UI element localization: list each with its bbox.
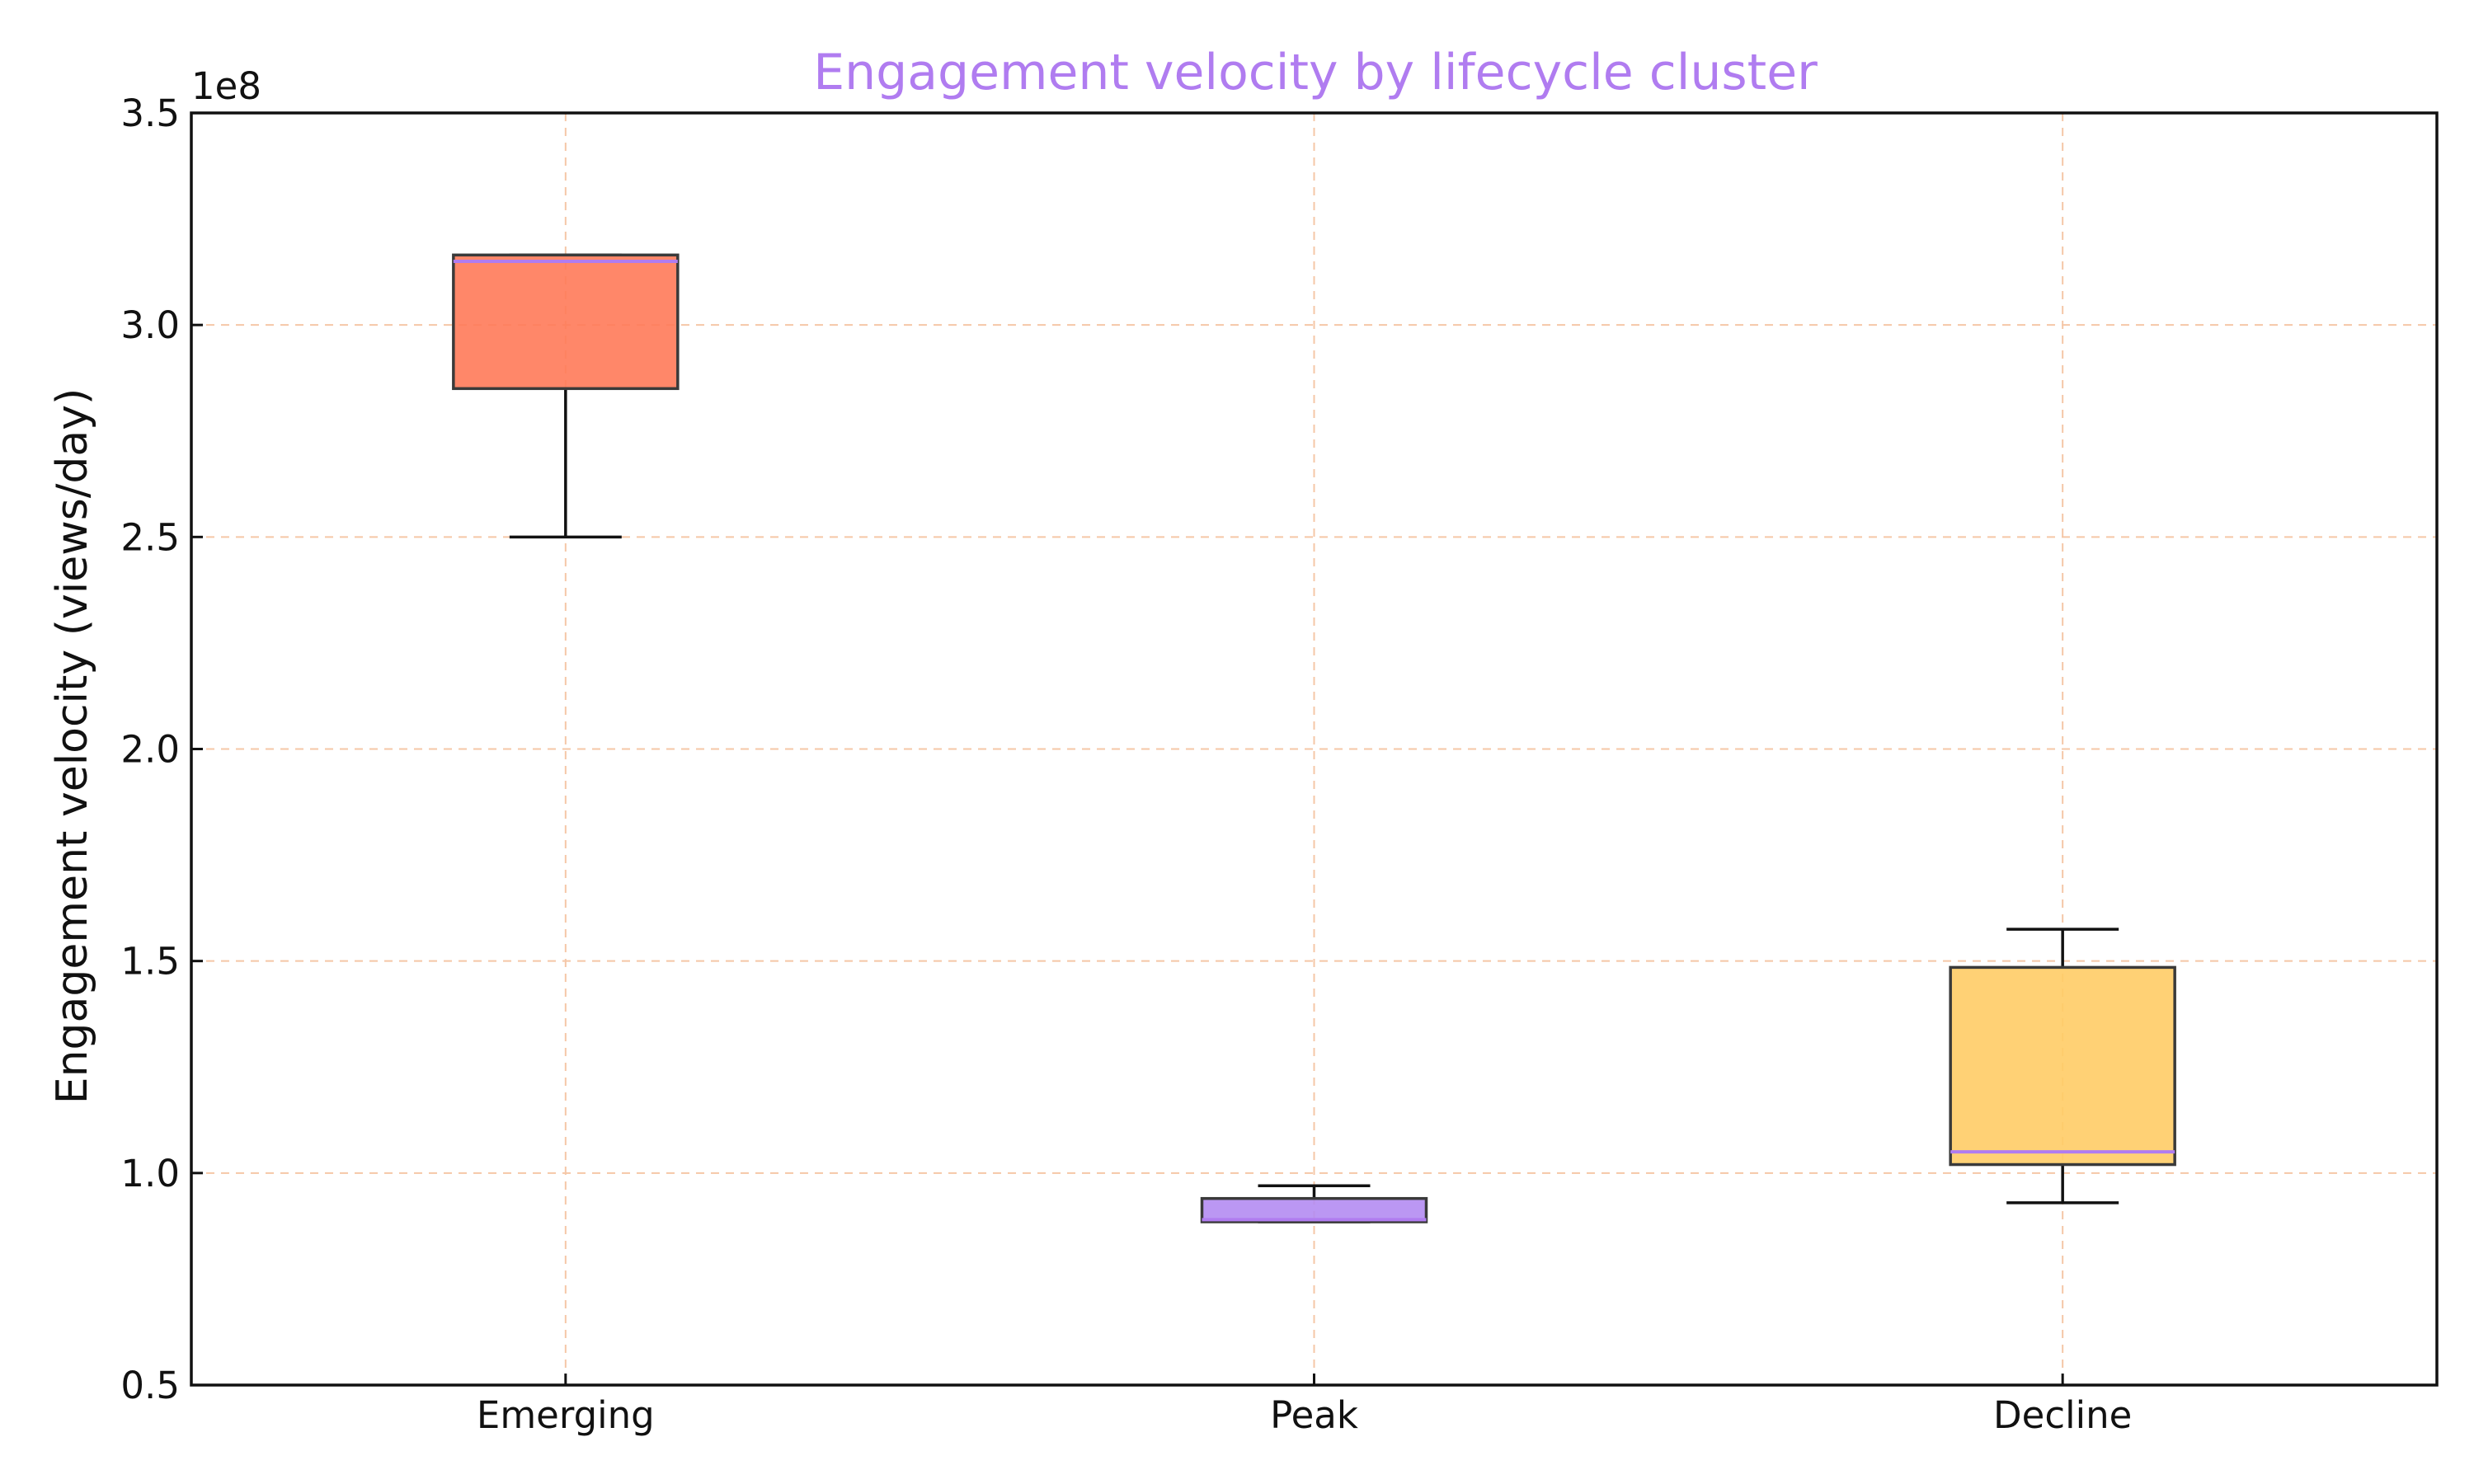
x-tick-label: Decline <box>1993 1393 2132 1437</box>
iqr-box <box>1200 1196 1428 1223</box>
y-tick-label: 1.0 <box>120 1152 180 1195</box>
iqr-box <box>452 253 680 391</box>
y-tick-label: 0.5 <box>120 1364 180 1407</box>
box-group-peak <box>1200 1184 1428 1223</box>
iqr-box <box>1949 965 2176 1167</box>
y-tick-label: 3.5 <box>120 92 180 135</box>
y-tick-label: 2.5 <box>120 515 180 559</box>
y-axis-label: Engagement velocity (views/day) <box>48 388 97 1105</box>
axis-ticks: 0.5 1.0 1.5 2.0 2.5 3.0 3.5 Emerging Peak Decline <box>120 92 2132 1437</box>
x-tick-label: Peak <box>1270 1393 1358 1437</box>
plot-frame <box>190 111 2439 1387</box>
box-group-emerging <box>452 253 680 539</box>
chart-title: Engagement velocity by lifecycle cluster <box>813 44 1818 101</box>
y-axis-multiplier: 1e8 <box>191 64 261 108</box>
y-tick-label: 2.0 <box>120 728 180 772</box>
box-group-decline <box>1949 928 2176 1205</box>
y-tick-label: 3.0 <box>120 303 180 347</box>
box-series <box>452 253 2176 1223</box>
y-tick-label: 1.5 <box>120 940 180 984</box>
x-tick-label: Emerging <box>477 1393 655 1437</box>
